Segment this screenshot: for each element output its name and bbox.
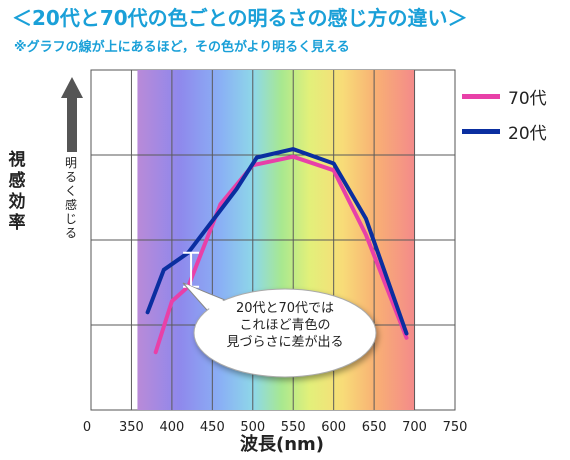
y-axis-label: 視感効率	[8, 150, 26, 233]
x-axis: 0 350 400 450 500 550 600 650 700 750	[83, 420, 468, 435]
callout-bubble	[182, 282, 377, 378]
x-axis-label: 波長(nm)	[240, 434, 325, 455]
x-tick-label: 350	[119, 420, 144, 435]
x-tick-label: 450	[200, 420, 225, 435]
grid	[91, 70, 455, 410]
x-tick-label: 550	[281, 420, 306, 435]
chart-subtitle: ※グラフの線が上にあるほど，その色がより明るく見える	[14, 40, 350, 55]
x-tick-label: 500	[240, 420, 265, 435]
legend-item-20s: 20代	[462, 119, 547, 144]
x-tick-label: 0	[83, 420, 91, 435]
x-tick-label: 650	[362, 420, 387, 435]
up-arrow-icon	[61, 77, 83, 152]
y-axis-arrow-label: 明るく感じる	[64, 156, 77, 240]
chart-title: ＜20代と70代の色ごとの明るさの感じ方の違い＞	[12, 6, 468, 30]
callout-line-2: これほど青色の	[239, 318, 331, 333]
callout-line-3: 見づらさに差が出る	[226, 335, 344, 350]
legend-label-70s: 70代	[508, 88, 547, 109]
legend-item-70s: 70代	[462, 84, 547, 109]
x-tick-label: 700	[402, 420, 427, 435]
legend-label-20s: 20代	[508, 123, 547, 144]
legend-swatch-70s	[462, 93, 500, 99]
x-tick-label: 600	[321, 420, 346, 435]
x-tick-label: 400	[159, 420, 184, 435]
callout-line-1: 20代と70代では	[235, 301, 335, 316]
callout-text: 20代と70代では これほど青色の 見づらさに差が出る	[200, 300, 370, 351]
legend-swatch-20s	[462, 128, 500, 134]
x-tick-label: 750	[443, 420, 468, 435]
